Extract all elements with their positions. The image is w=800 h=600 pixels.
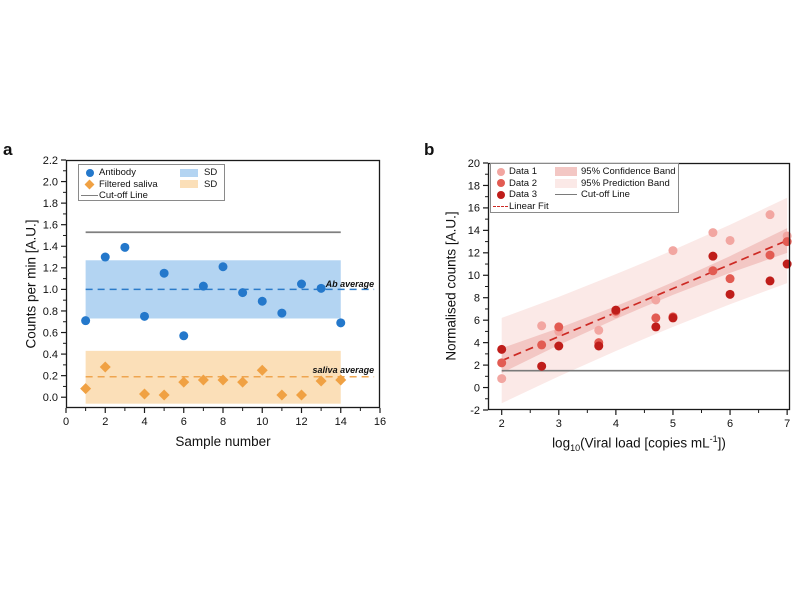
x-tick-label: 0 [63,416,69,428]
legend-label-sd-orange: SD [204,178,218,190]
legend-label-data2: Data 2 [509,177,537,189]
confidence-band [501,228,788,373]
series-filtered-saliva [80,361,347,401]
x-tick-label: 7 [784,418,790,430]
series-antibody [81,242,346,341]
legend-item-linear-fit: Linear Fit [492,201,675,213]
panel-a-y-axis-label: Counts per min [A.U.] [23,219,39,349]
y-tick-label: 0.8 [43,306,58,318]
linear-fit-dash-marker-icon [493,205,508,207]
y-tick-label: 0.2 [43,370,58,382]
legend-label-confidence-band: 95% Confidence Band [581,166,676,177]
panel-a-legend: Antibody SD Filtered saliva SD Cut-off L… [78,164,225,201]
x-tick-label: 5 [670,418,676,430]
y-tick-label: 12 [468,248,480,260]
x-tick-label: 16 [374,416,386,428]
y-tick-label: 1.2 [43,263,58,275]
panel-b-x-axis-label: log10(Viral load [copies mL-1]) [552,434,726,454]
y-tick-label: 10 [468,270,480,282]
x-tick-label: 8 [220,416,226,428]
x-tick-label: 10 [256,416,268,428]
x-tick-label: 3 [556,418,562,430]
x-tick-label: 4 [141,416,147,428]
data2-circle-marker-icon [496,179,505,188]
legend-item-data1: Data 1 95% Confidence Band [492,166,676,178]
legend-item-antibody: Antibody SD [80,167,221,179]
y-tick-label: 1.8 [43,198,58,210]
y-tick-label: 0.6 [43,327,58,339]
cutoff-line-marker-b-icon [555,194,577,196]
panel-a-x-axis-label: Sample number [175,434,271,449]
prediction-band-patch-icon [555,178,577,188]
annotation-saliva-average: saliva average [313,365,375,375]
antibody-circle-marker-icon [85,168,94,177]
legend-label-data1: Data 1 [509,166,537,177]
saliva-sd-patch-icon [180,180,198,189]
x-tick-label: 2 [102,416,108,428]
y-tick-label: 1.0 [43,284,58,296]
x-tick-label: 6 [727,418,733,430]
legend-label-filtered-saliva: Filtered saliva [99,178,158,190]
panel-b-legend: Data 1 95% Confidence Band Data 2 95% Pr… [490,163,679,213]
y-tick-label: 0.4 [43,349,58,361]
panel-a-plot-svg: 0 2 4 6 8 10 12 14 16 0.0 0.2 0.4 0.6 0.8 1.0 1.2 1.4 1.6… [43,155,386,428]
x-tick-label: 14 [335,416,347,428]
y-tick-label: 2.2 [43,155,58,167]
legend-item-data2: Data 2 95% Prediction Band [492,178,675,190]
y-tick-label: 6 [474,315,480,327]
y-tick-label: 0 [474,382,480,394]
legend-label-antibody: Antibody [99,167,136,178]
legend-item-cutoff-a: Cut-off Line [80,190,221,202]
x-tick-label: 4 [613,418,619,430]
data1-circle-marker-icon [496,167,505,176]
legend-item-data3: Data 3 Cut-off Line [492,189,675,201]
annotation-ab-average: Ab average [325,279,375,289]
axes-box [65,159,381,409]
antibody-sd-patch-icon [180,168,198,177]
legend-label-prediction-band: 95% Prediction Band [581,177,670,189]
legend-label-data3: Data 3 [509,189,537,200]
y-tick-label: 18 [468,180,480,192]
y-tick-label: 8 [474,293,480,305]
legend-label-cutoff-a: Cut-off Line [99,190,148,201]
x-tick-label: 2 [499,418,505,430]
panel-b-y-axis-label: Normalised counts [A.U.] [443,211,459,361]
y-tick-label: 16 [468,203,480,215]
legend-label-linear-fit: Linear Fit [509,200,549,212]
panel-b-plot-svg: 2 3 4 5 6 7 -2 0 2 4 6 8 10 12 14 16 18 20 [468,158,792,430]
legend-item-filtered-saliva: Filtered saliva SD [80,179,221,191]
cutoff-line-marker-icon [81,195,98,197]
x-tick-label: 6 [181,416,187,428]
y-tick-label: 2.0 [43,176,58,188]
confidence-band-patch-icon [555,167,577,177]
y-tick-label: 1.6 [43,219,58,231]
y-tick-label: 14 [468,225,480,237]
legend-label-cutoff-b: Cut-off Line [581,189,630,200]
x-tick-label: 12 [295,416,307,428]
saliva-diamond-marker-icon [84,179,95,190]
panel-a-label: a [3,140,13,159]
y-tick-label: 0.0 [43,392,58,404]
y-tick-label: 20 [468,158,480,170]
y-tick-label: -2 [470,405,480,417]
y-tick-label: 1.4 [43,241,58,253]
legend-label-sd-blue: SD [204,167,218,178]
data3-circle-marker-icon [496,190,505,199]
series-data-3 [497,251,792,371]
panel-b-label: b [424,140,435,159]
y-tick-label: 2 [474,360,480,372]
y-tick-label: 4 [474,337,480,349]
